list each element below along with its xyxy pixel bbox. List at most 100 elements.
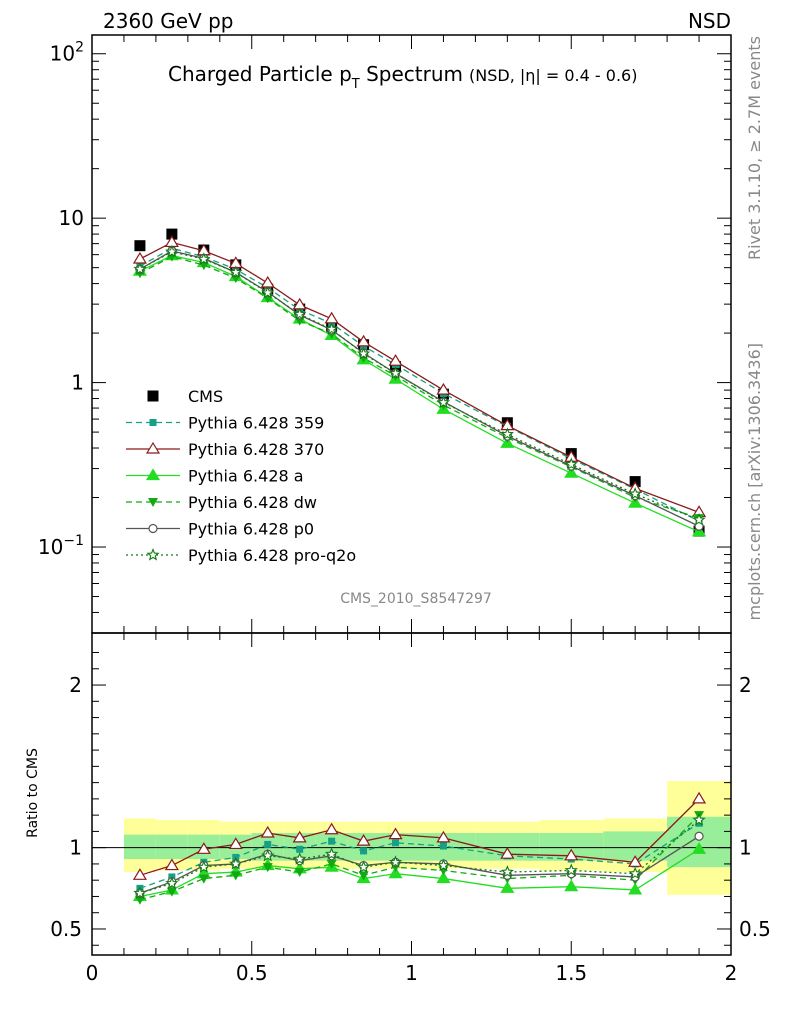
- y-tick-base: 10: [50, 42, 75, 66]
- ratio-point-3: [326, 859, 337, 869]
- series-point-5: [261, 285, 275, 299]
- series-line-0: [139, 247, 700, 522]
- ratio-point-1: [132, 868, 147, 880]
- ratio-point-3: [262, 863, 273, 873]
- analysis-id: CMS_2010_S8547297: [340, 591, 492, 607]
- series-point-1: [356, 334, 371, 347]
- legend-marker-2: [145, 468, 161, 481]
- ratio-point-0: [439, 842, 447, 850]
- band-inner: [123, 834, 156, 860]
- energy-label: 2360 GeV pp: [103, 9, 234, 33]
- series-point-5: [500, 427, 515, 441]
- series-point-5: [229, 265, 243, 278]
- title-main-a: Charged Particle p: [168, 62, 352, 86]
- ratio-point-1: [228, 837, 243, 850]
- series-line-5: [139, 251, 700, 521]
- x-tick-label: 0: [86, 961, 99, 985]
- title-subscript: T: [351, 77, 360, 92]
- ratio-point-0: [360, 847, 368, 855]
- ratio-point-1: [196, 842, 211, 854]
- y-tick-base: 1: [71, 371, 84, 395]
- legend-marker-5: [146, 547, 160, 561]
- y-tick-exponent: 2: [75, 40, 84, 56]
- ratio-point-3: [294, 868, 305, 878]
- data-uncertainty-bands: [123, 780, 731, 895]
- series-line-3: [139, 255, 700, 519]
- ratio-line-1: [139, 798, 700, 876]
- series-point-5: [628, 487, 642, 500]
- legend-label-5: Pythia 6.428 pro-q2o: [188, 546, 356, 565]
- legend-marker-1: [145, 441, 161, 454]
- chart-title: Charged Particle pT Spectrum (NSD, |η| = …: [168, 62, 637, 92]
- ratio-point-3: [166, 887, 177, 897]
- y-tick-label-top: 1: [71, 371, 84, 395]
- x-tick-label: 1.5: [555, 961, 587, 985]
- y-tick-label-bottom-left: 2: [69, 673, 82, 697]
- band-inner: [155, 834, 188, 860]
- legend-label-4: Pythia 6.428 p0: [188, 520, 314, 539]
- ratio-line-0: [139, 822, 700, 889]
- series-point-5: [564, 457, 578, 471]
- top-panel-frame: [91, 34, 732, 634]
- legend-marker-3: [148, 498, 158, 507]
- series-point-5: [692, 512, 706, 526]
- y-tick-label-bottom-right: 1: [739, 836, 752, 860]
- process-label: NSD: [688, 9, 731, 33]
- ratio-point-1: [564, 848, 579, 861]
- series-point-1: [388, 353, 403, 366]
- y-tick-label-bottom-left: 0.5: [50, 917, 82, 941]
- ratio-point-5: [388, 855, 403, 869]
- ratio-point-2: [500, 881, 515, 893]
- ratio-point-3: [358, 871, 369, 881]
- series-point-5: [292, 307, 307, 320]
- ratio-point-0: [264, 840, 272, 848]
- y-tick-label-top: 10−1: [38, 533, 84, 559]
- y-tick-label-top: 10: [59, 206, 84, 230]
- ratio-point-3: [198, 874, 209, 884]
- ratio-point-5: [165, 876, 179, 890]
- legend-label-3: Pythia 6.428 dw: [188, 493, 317, 512]
- ratio-point-1: [500, 847, 515, 859]
- ratio-point-1: [164, 858, 179, 871]
- ratio-point-5: [628, 866, 642, 880]
- legend-label-1: Pythia 6.428 370: [188, 440, 324, 459]
- ratio-point-1: [292, 830, 307, 843]
- ratio-point-0: [328, 837, 336, 845]
- ratio-point-5: [133, 886, 147, 899]
- ratio-point-5: [292, 852, 307, 865]
- y-tick-label-bottom-right: 2: [739, 673, 752, 697]
- legend-marker-4: [148, 523, 158, 534]
- ratio-point-1: [691, 791, 707, 804]
- ratio-point-5: [229, 856, 243, 870]
- legend-label-0: Pythia 6.428 359: [188, 414, 324, 433]
- ratio-point-2: [691, 842, 707, 854]
- ratio-point-2: [436, 871, 451, 884]
- ratio-point-4: [694, 831, 704, 841]
- ratio-point-0: [392, 839, 400, 847]
- series-point-1: [260, 275, 275, 288]
- ratio-point-1: [324, 822, 339, 835]
- y-tick-label-bottom-right: 0.5: [739, 917, 771, 941]
- ratio-point-5: [197, 860, 211, 873]
- legend: CMS Pythia 6.428 359 Pythia 6.428 370 Pythi…: [126, 387, 356, 565]
- ratio-point-1: [356, 833, 371, 846]
- series-point-1: [324, 311, 339, 324]
- series-point-5: [197, 252, 211, 265]
- y-tick-base: 10: [38, 535, 63, 559]
- series-point-5: [165, 244, 179, 258]
- spectrum-series: [132, 228, 707, 537]
- ratio-line-3: [139, 814, 700, 901]
- ratio-point-5: [325, 847, 339, 860]
- ratio-point-1: [260, 825, 275, 838]
- ratio-series: [132, 791, 707, 905]
- y-tick-label-top: 102: [50, 40, 84, 66]
- ratio-point-0: [296, 845, 304, 853]
- legend-marker-cms: [147, 390, 159, 402]
- ratio-point-2: [388, 866, 403, 879]
- x-tick-label: 1: [405, 961, 418, 985]
- series-point-3: [294, 316, 305, 326]
- ratio-point-0: [695, 819, 703, 827]
- title-main-b: Spectrum: [360, 62, 463, 86]
- ratio-point-1: [436, 830, 451, 843]
